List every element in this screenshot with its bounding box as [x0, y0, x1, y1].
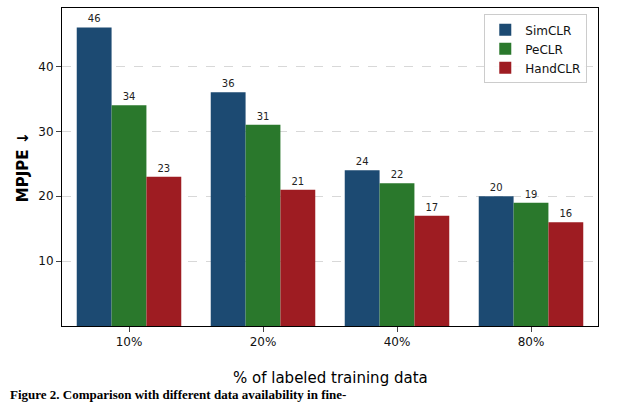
svg-text:19: 19	[525, 189, 538, 200]
svg-text:16: 16	[559, 208, 572, 219]
svg-text:10: 10	[38, 254, 53, 268]
svg-text:46: 46	[88, 13, 101, 24]
svg-text:HandCLR: HandCLR	[525, 62, 580, 76]
svg-text:17: 17	[425, 202, 438, 213]
svg-text:10%: 10%	[116, 335, 143, 349]
svg-text:% of labeled training data: % of labeled training data	[233, 369, 428, 387]
svg-text:80%: 80%	[518, 335, 545, 349]
svg-text:31: 31	[257, 111, 270, 122]
svg-text:21: 21	[291, 176, 304, 187]
svg-text:20: 20	[38, 189, 53, 203]
svg-text:PeCLR: PeCLR	[525, 43, 563, 57]
svg-text:40%: 40%	[384, 335, 411, 349]
svg-text:MPJPE ↓: MPJPE ↓	[14, 132, 32, 203]
svg-text:40: 40	[38, 60, 53, 74]
svg-text:22: 22	[391, 169, 404, 180]
svg-text:Figure 2. Comparison with diff: Figure 2. Comparison with different data…	[10, 387, 346, 402]
svg-text:20: 20	[490, 182, 503, 193]
svg-text:20%: 20%	[250, 335, 277, 349]
svg-text:24: 24	[356, 156, 369, 167]
svg-text:36: 36	[222, 78, 235, 89]
svg-text:23: 23	[157, 163, 170, 174]
svg-text:30: 30	[38, 125, 53, 139]
svg-text:34: 34	[123, 91, 136, 102]
svg-text:SimCLR: SimCLR	[525, 24, 571, 38]
